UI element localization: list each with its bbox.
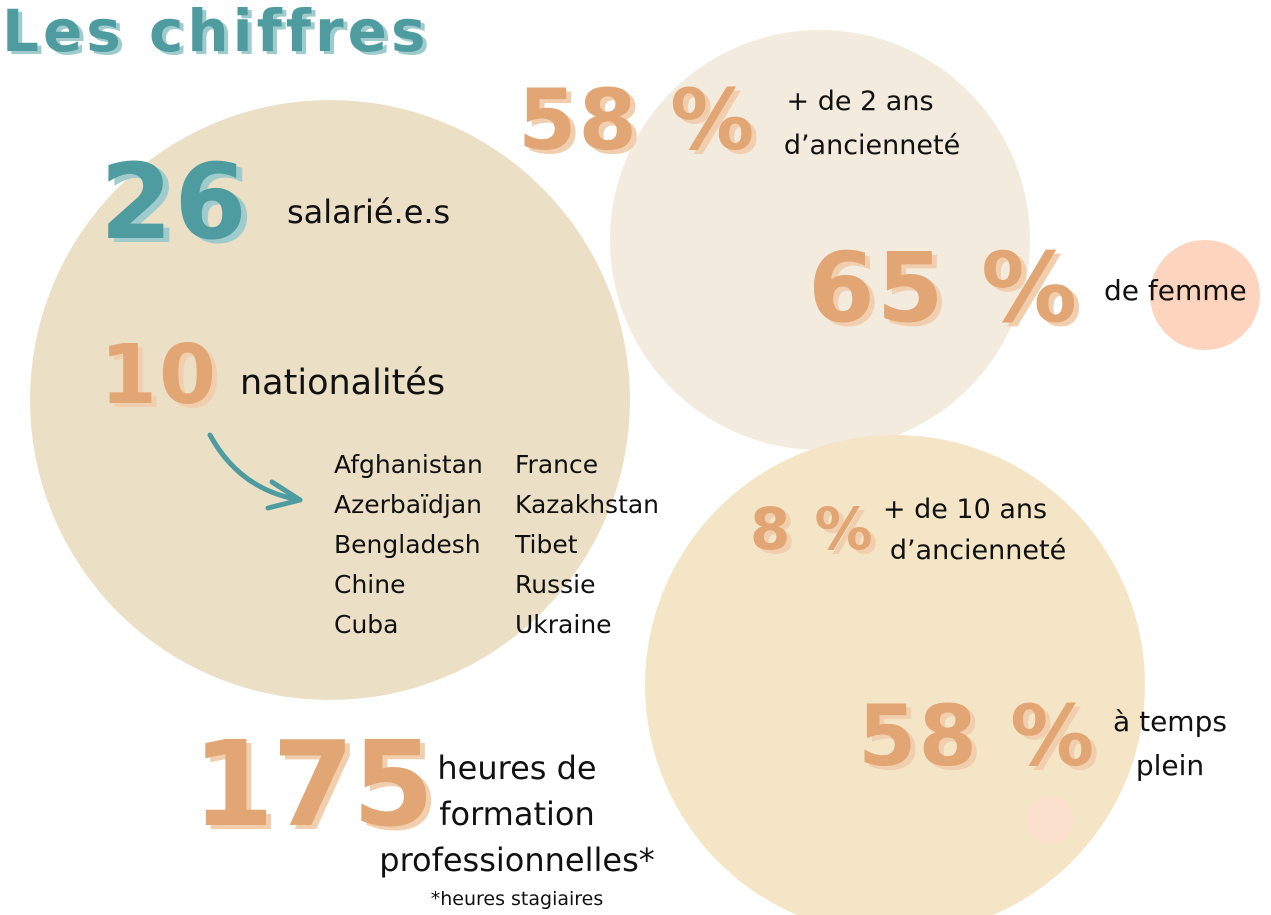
stat-label: à temps (1113, 705, 1227, 738)
stat-label: professionnelles* (379, 841, 655, 879)
arrow-head (265, 479, 303, 511)
country: France (515, 450, 599, 479)
country: Tibet (515, 530, 578, 559)
stat-label: de femme (1104, 274, 1247, 307)
title: Les chiffres (2, 0, 430, 65)
stat-number: 65 % (808, 232, 1080, 344)
stat-number: 175 (192, 715, 434, 853)
country: Ukraine (515, 610, 612, 639)
stat-number: 8 % (750, 495, 875, 563)
country: Azerbaïdjan (334, 490, 482, 519)
country: Bengladesh (334, 530, 481, 559)
stat-number: 26 (100, 141, 249, 263)
stat-label: + de 10 ans (882, 494, 1048, 525)
circle (30, 100, 630, 700)
arrow (207, 432, 303, 503)
country: Russie (515, 570, 596, 599)
stat-label: d’ancienneté (783, 130, 961, 161)
stat-label: formation (439, 795, 595, 833)
stat-label: + de 2 ans (786, 86, 934, 117)
country: Kazakhstan (515, 490, 660, 519)
stat-label: salarié.e.s (287, 193, 451, 231)
country: Afghanistan (334, 450, 483, 479)
stat-label: plein (1135, 749, 1205, 782)
stat-number: 58 % (518, 71, 757, 169)
circle (645, 435, 1145, 915)
country: Cuba (334, 610, 399, 639)
stat-label: nationalités (240, 363, 446, 403)
footnote: *heures stagiaires (430, 888, 604, 910)
country: Chine (334, 570, 406, 599)
circle (610, 30, 1030, 450)
stat-number: 10 (100, 328, 219, 423)
circle (1026, 796, 1074, 844)
circle (1150, 240, 1260, 350)
stat-label: d’ancienneté (889, 535, 1067, 566)
stat-label: heures de (437, 749, 597, 787)
stat-number: 58 % (858, 687, 1097, 785)
